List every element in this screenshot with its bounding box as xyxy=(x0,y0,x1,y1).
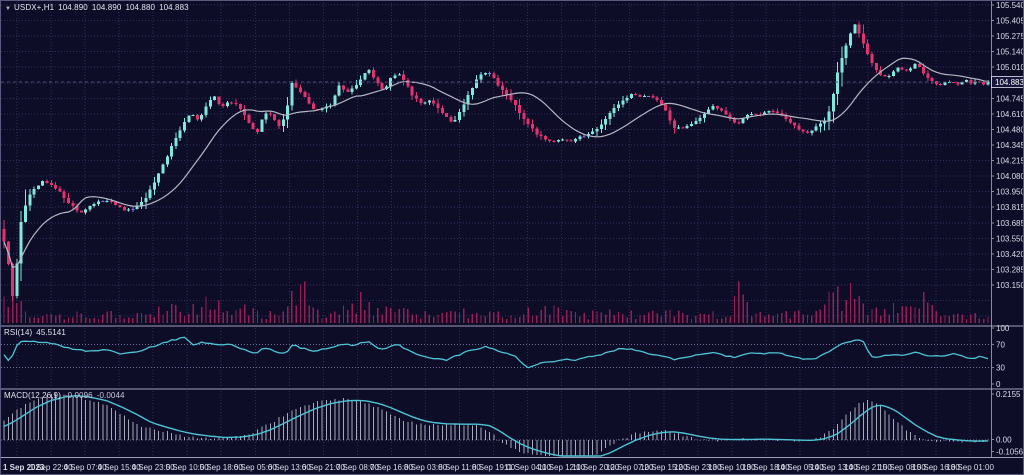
svg-text:105.405: 105.405 xyxy=(996,17,1024,26)
svg-text:4 Sep 15:00: 4 Sep 15:00 xyxy=(98,463,142,472)
svg-text:70: 70 xyxy=(996,340,1005,349)
ohlc-close: 104.883 xyxy=(159,3,189,12)
svg-text:4 Sep 07:00: 4 Sep 07:00 xyxy=(64,463,108,472)
svg-text:6 Sep 21:00: 6 Sep 21:00 xyxy=(302,463,346,472)
svg-text:104.080: 104.080 xyxy=(996,172,1024,181)
svg-text:14 Sep 13:00: 14 Sep 13:00 xyxy=(810,463,858,472)
macd-signal-value: -0.0044 xyxy=(96,391,125,400)
macd-label: MACD(12,26,9) xyxy=(4,391,61,400)
rsi-label: RSI(14) xyxy=(4,328,33,337)
macd-histogram xyxy=(3,393,989,456)
svg-text:104.745: 104.745 xyxy=(996,94,1024,103)
svg-text:0.00: 0.00 xyxy=(996,436,1012,445)
price-axis-labels: 105.540 105.405 105.275 105.140 105.010 104.8… xyxy=(991,1,1024,290)
svg-text:8 Sep 19:00: 8 Sep 19:00 xyxy=(472,463,516,472)
svg-text:13 Sep 18:00: 13 Sep 18:00 xyxy=(742,463,790,472)
ohlc-open: 104.890 xyxy=(58,3,88,12)
svg-text:6 Sep 13:00: 6 Sep 13:00 xyxy=(268,463,312,472)
candles-layer xyxy=(2,21,990,301)
volume-layer xyxy=(3,281,989,323)
rsi-axis-labels: 100 70 30 0 xyxy=(991,324,1010,389)
svg-text:104.345: 104.345 xyxy=(996,141,1024,150)
macd-indicator-header: MACD(12,26,9) -0.0096 -0.0044 xyxy=(4,391,125,400)
svg-text:12 Sep 07:00: 12 Sep 07:00 xyxy=(606,463,654,472)
svg-text:105.540: 105.540 xyxy=(996,1,1024,10)
svg-text:12 Sep 15:00: 12 Sep 15:00 xyxy=(640,463,688,472)
svg-text:5 Sep 10:00: 5 Sep 10:00 xyxy=(166,463,210,472)
macd-main-value: -0.0096 xyxy=(64,391,93,400)
svg-text:103.550: 103.550 xyxy=(996,234,1024,243)
svg-text:1 Sep 22:00: 1 Sep 22:00 xyxy=(29,463,73,472)
svg-text:4 Sep 23:00: 4 Sep 23:00 xyxy=(132,463,176,472)
svg-text:104.480: 104.480 xyxy=(996,125,1024,134)
svg-text:11 Sep 04:00: 11 Sep 04:00 xyxy=(504,463,552,472)
svg-text:0: 0 xyxy=(996,380,1001,389)
svg-text:104.610: 104.610 xyxy=(996,110,1024,119)
ohlc-high: 104.890 xyxy=(91,3,122,12)
chart-title-bar: ▼ USDX+,H1 104.890 104.890 104.880 104.883 xyxy=(5,3,189,14)
svg-text:12 Sep 23:00: 12 Sep 23:00 xyxy=(674,463,722,472)
svg-text:30: 30 xyxy=(996,364,1005,373)
svg-text:0.2155: 0.2155 xyxy=(996,390,1021,399)
svg-text:18 Sep 01:00: 18 Sep 01:00 xyxy=(946,463,994,472)
svg-text:103.420: 103.420 xyxy=(996,250,1024,259)
svg-text:13 Sep 10:00: 13 Sep 10:00 xyxy=(708,463,756,472)
rsi-value: 45.5141 xyxy=(36,328,66,337)
svg-text:105.275: 105.275 xyxy=(996,32,1024,41)
svg-text:8 Sep 11:00: 8 Sep 11:00 xyxy=(438,463,481,472)
svg-text:14 Sep 05:00: 14 Sep 05:00 xyxy=(776,463,824,472)
svg-text:103.815: 103.815 xyxy=(996,203,1024,212)
rsi-indicator-header: RSI(14) 45.5141 xyxy=(4,328,66,337)
svg-text:7 Sep 16:00: 7 Sep 16:00 xyxy=(370,463,414,472)
svg-text:14 Sep 21:00: 14 Sep 21:00 xyxy=(844,463,892,472)
svg-text:1 Sep 2023: 1 Sep 2023 xyxy=(3,463,45,472)
svg-text:-0.1056: -0.1056 xyxy=(996,448,1024,457)
macd-axis-labels: 0.2155 0.00 -0.1056 xyxy=(991,390,1024,457)
svg-text:11 Sep 20:00: 11 Sep 20:00 xyxy=(572,463,620,472)
svg-text:103.150: 103.150 xyxy=(996,281,1024,290)
svg-text:105.140: 105.140 xyxy=(996,48,1024,57)
svg-text:100: 100 xyxy=(996,324,1010,333)
svg-text:6 Sep 05:00: 6 Sep 05:00 xyxy=(234,463,278,472)
macd-signal-line xyxy=(3,394,989,457)
svg-text:11 Sep 12:00: 11 Sep 12:00 xyxy=(538,463,586,472)
svg-text:104.883: 104.883 xyxy=(995,78,1024,87)
svg-text:15 Sep 08:00: 15 Sep 08:00 xyxy=(878,463,926,472)
svg-text:7 Sep 08:00: 7 Sep 08:00 xyxy=(336,463,380,472)
grid-layer xyxy=(1,3,991,456)
svg-text:5 Sep 18:00: 5 Sep 18:00 xyxy=(200,463,244,472)
symbol-label: USDX+,H1 xyxy=(14,3,55,12)
moving-average-line xyxy=(3,57,989,269)
current-price-tag: 104.883 xyxy=(991,76,1024,88)
svg-text:104.215: 104.215 xyxy=(996,157,1024,166)
symbol-dropdown-icon[interactable]: ▼ xyxy=(5,6,12,12)
svg-text:103.950: 103.950 xyxy=(996,188,1024,197)
svg-text:8 Sep 03:00: 8 Sep 03:00 xyxy=(404,463,448,472)
svg-text:105.010: 105.010 xyxy=(996,63,1024,72)
ohlc-low: 104.880 xyxy=(125,3,156,12)
svg-text:103.685: 103.685 xyxy=(996,219,1024,228)
rsi-line xyxy=(3,336,989,369)
svg-text:15 Sep 16:00: 15 Sep 16:00 xyxy=(912,463,960,472)
svg-text:103.285: 103.285 xyxy=(996,265,1024,274)
